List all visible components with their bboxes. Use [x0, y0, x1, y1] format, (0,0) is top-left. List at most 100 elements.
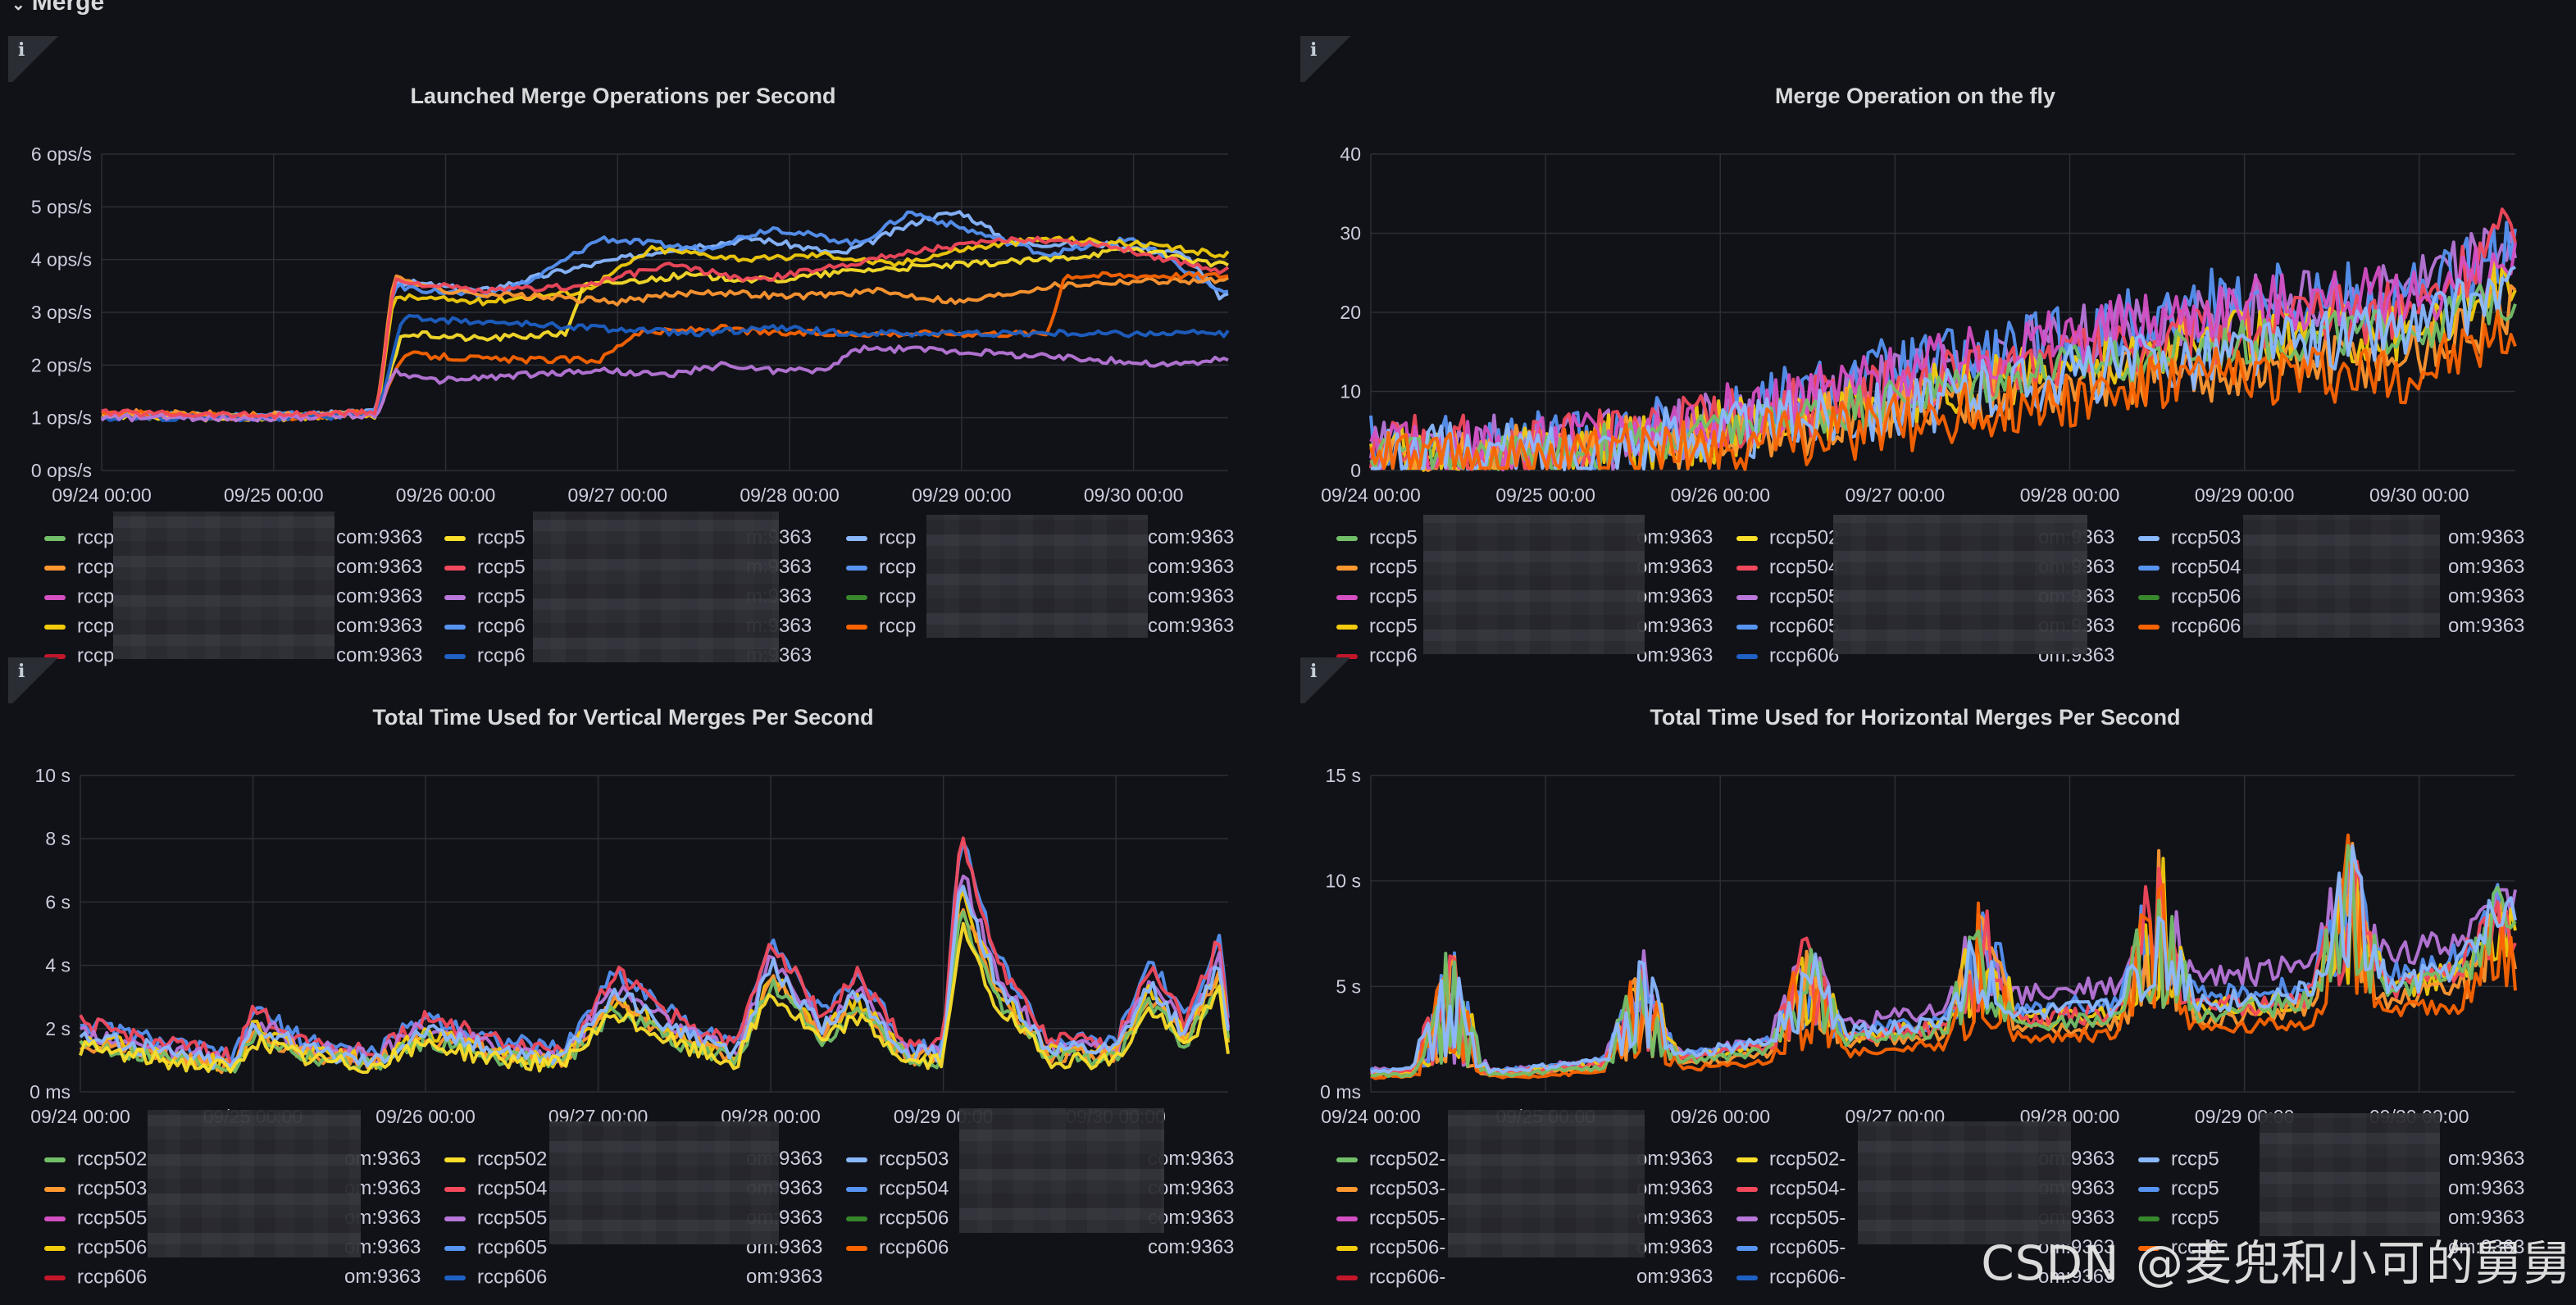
legend-item[interactable]: rccp502- om:9363	[1336, 1148, 1768, 1177]
y-tick-label: 3 ops/s	[31, 302, 92, 323]
redaction-mosaic	[1833, 515, 2087, 654]
series-line[interactable]	[1370, 833, 2517, 1080]
legend-item[interactable]: rccp505- om:9363	[1336, 1207, 1768, 1236]
series-line[interactable]	[79, 884, 1230, 1070]
legend-label-prefix: rccp506	[2171, 585, 2241, 608]
legend-item[interactable]: rccp com:9363	[846, 585, 1279, 615]
legend-item[interactable]: rccp606- om:9363	[1336, 1266, 1768, 1295]
legend-label-suffix: com:9363	[1148, 615, 1235, 637]
legend-item[interactable]: rccp5 om:9363	[2138, 1207, 2576, 1236]
info-icon[interactable]: i	[1310, 39, 1318, 61]
series-line[interactable]	[101, 210, 1229, 421]
chart-plot[interactable]: 0 10 20 30 40 09/24 00:00 09/25 00:00 09/26 00:…	[1300, 134, 2530, 512]
legend-item[interactable]: rccp503- om:9363	[1336, 1177, 1768, 1207]
legend-color-swatch	[2138, 594, 2160, 600]
legend-color-swatch	[444, 1275, 466, 1280]
legend-label-prefix: rccp502-	[1769, 1148, 1846, 1171]
panel-info-corner[interactable]: i	[1300, 657, 1354, 703]
panel-info-corner[interactable]: i	[8, 657, 62, 703]
series-line[interactable]	[1369, 243, 2517, 472]
panel-2[interactable]: i Merge Operation on the fly 0 10 20 30 40 09/2…	[1300, 36, 2530, 667]
panel-title[interactable]: Merge Operation on the fly	[1774, 84, 2056, 108]
series-line[interactable]	[100, 210, 1229, 421]
redaction-mosaic-overlay	[2260, 1113, 2440, 1236]
legend-label-prefix: rccp	[77, 615, 115, 638]
y-tick-label: 2 s	[45, 1018, 71, 1039]
legend-item[interactable]: rccp com:9363	[846, 615, 1279, 644]
series-line[interactable]	[1369, 309, 2517, 471]
panel-4[interactable]: i Total Time Used for Horizontal Merges P…	[1300, 657, 2530, 1289]
chart-plot[interactable]: 0 ops/s 1 ops/s 2 ops/s 3 ops/s 4 ops/s 5 ops…	[8, 134, 1238, 512]
series-line[interactable]	[1370, 843, 2517, 1079]
legend-color-swatch	[1736, 1275, 1758, 1280]
panel-title[interactable]: Launched Merge Operations per Second	[410, 84, 836, 108]
legend-label-suffix: om:9363	[2448, 556, 2525, 578]
series-line[interactable]	[100, 344, 1229, 423]
legend-item[interactable]: rccp5 om:9363	[1336, 615, 1768, 644]
legend-item[interactable]: rccp com:9363	[44, 644, 467, 674]
legend-item[interactable]: rccp506 om:9363	[2138, 585, 2576, 615]
row-header[interactable]: ⌄ Merge	[11, 0, 104, 16]
legend-item[interactable]: rccp506- om:9363	[1336, 1236, 1768, 1266]
legend-label-prefix: rccp504	[879, 1177, 949, 1200]
panel-info-corner[interactable]: i	[8, 36, 62, 82]
x-tick-label: 09/28 00:00	[740, 484, 840, 506]
legend-item[interactable]: rccp606 om:9363	[2138, 615, 2576, 644]
series-line[interactable]	[1369, 207, 2517, 471]
legend-color-swatch	[444, 1186, 466, 1192]
panel-info-corner[interactable]: i	[1300, 36, 1354, 82]
legend-item[interactable]: rccp com:9363	[44, 585, 467, 615]
legend-item[interactable]: rccp6 om:9363	[1336, 644, 1768, 674]
legend-item[interactable]: rccp com:9363	[44, 615, 467, 644]
series-line[interactable]	[100, 247, 1230, 423]
redaction-mosaic	[2243, 515, 2440, 638]
legend-color-swatch	[1336, 1245, 1358, 1251]
legend-item[interactable]: rccp com:9363	[846, 556, 1279, 585]
legend-label-prefix: rccp	[77, 526, 115, 549]
legend-label-prefix: rccp606	[77, 1266, 148, 1289]
legend-color-swatch	[444, 565, 466, 571]
redaction-mosaic-overlay	[1423, 515, 1645, 654]
series-line[interactable]	[101, 235, 1230, 420]
legend-item[interactable]: rccp606- om:9363	[1736, 1266, 2169, 1295]
series-line[interactable]	[101, 314, 1230, 423]
legend-item[interactable]: rccp com:9363	[44, 556, 467, 585]
legend-color-swatch	[1736, 594, 1758, 600]
legend-item[interactable]: rccp com:9363	[846, 526, 1279, 556]
legend-item[interactable]: rccp606 com:9363	[846, 1236, 1279, 1266]
x-tick-label: 09/24 00:00	[1321, 484, 1421, 506]
series-line[interactable]	[79, 836, 1230, 1066]
legend-color-swatch	[1336, 624, 1358, 630]
legend-item[interactable]: rccp605- om:9363	[1736, 1236, 2169, 1266]
info-icon[interactable]: i	[18, 39, 25, 61]
legend-item[interactable]: rccp503 om:9363	[2138, 526, 2576, 556]
panel-title[interactable]: Total Time Used for Vertical Merges Per …	[372, 705, 874, 730]
legend-item[interactable]: rccp com:9363	[44, 526, 467, 556]
info-icon[interactable]: i	[1310, 661, 1318, 682]
legend-item[interactable]: rccp5 om:9363	[1336, 526, 1768, 556]
info-icon[interactable]: i	[18, 661, 25, 682]
y-tick-label: 0 ops/s	[31, 460, 92, 481]
chevron-down-icon[interactable]: ⌄	[11, 0, 25, 14]
legend-color-swatch	[1736, 1245, 1758, 1251]
series-line[interactable]	[79, 921, 1230, 1075]
panel-1[interactable]: i Launched Merge Operations per Second 0 o…	[8, 36, 1238, 667]
legend-item[interactable]: rccp6 om:9363	[2138, 1236, 2576, 1266]
legend-color-swatch	[444, 624, 466, 630]
legend-item[interactable]: rccp5 om:9363	[2138, 1148, 2576, 1177]
panel-3[interactable]: i Total Time Used for Vertical Merges Per…	[8, 657, 1238, 1289]
legend-item[interactable]: rccp5 om:9363	[2138, 1177, 2576, 1207]
legend-color-swatch	[846, 1245, 867, 1251]
legend-item[interactable]: rccp606 om:9363	[444, 1266, 877, 1295]
panel-title[interactable]: Total Time Used for Horizontal Merges Pe…	[1650, 705, 2181, 730]
legend-item[interactable]: rccp5 om:9363	[1336, 556, 1768, 585]
series-line[interactable]	[1370, 843, 2517, 1075]
legend-item[interactable]: rccp504 om:9363	[2138, 556, 2576, 585]
legend-item[interactable]: rccp5 om:9363	[1336, 585, 1768, 615]
legend-color-swatch	[444, 594, 466, 600]
legend-label-suffix: com:9363	[336, 526, 423, 548]
legend-color-swatch	[846, 594, 867, 600]
legend-item[interactable]: rccp606 om:9363	[44, 1266, 476, 1295]
